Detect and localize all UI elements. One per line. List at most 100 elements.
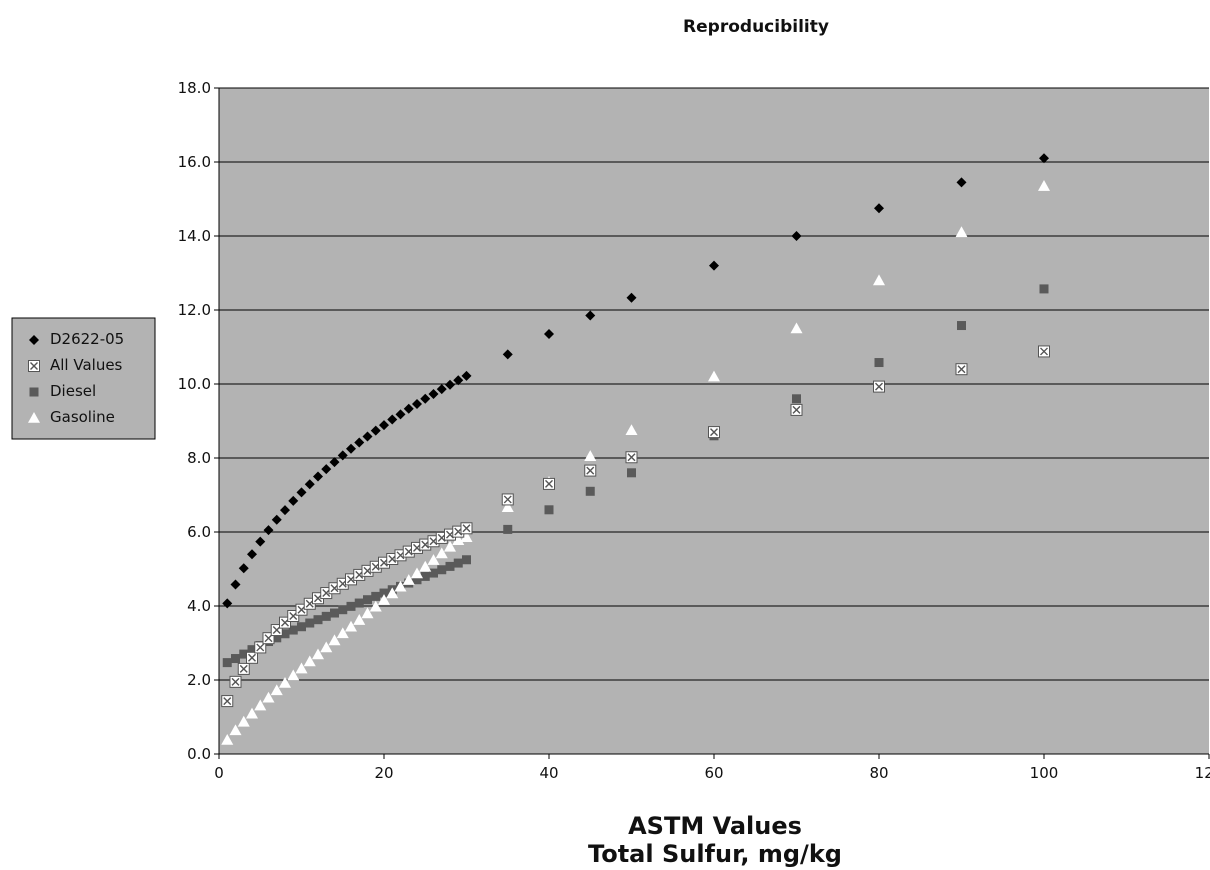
y-tick-label: 0.0 [187,745,211,763]
data-point-diesel [453,558,463,568]
y-tick-label: 14.0 [178,227,211,245]
data-point-gasoline [237,715,250,727]
data-point-diesel [280,629,290,639]
legend-marker-diesel [29,387,39,397]
data-point-gasoline [279,676,291,688]
data-point-diesel [231,654,240,664]
data-point-diesel [874,358,884,368]
x-tick-label: 80 [869,764,888,782]
data-point-gasoline [955,226,968,238]
data-point-d2622-05 [874,203,884,214]
data-point-all-values [543,477,555,490]
series-all-values [221,345,1050,708]
data-point-all-values [955,363,968,376]
data-point-d2622-05 [544,329,554,340]
data-point-gasoline [873,274,885,286]
data-point-all-values [237,662,250,675]
series-d2622-05 [222,153,1049,609]
legend-label-gasoline: Gasoline [50,408,115,426]
legend-label-d2622-05: D2622-05 [50,330,124,348]
data-point-d2622-05 [255,536,266,547]
data-point-diesel [363,595,372,605]
data-point-diesel [313,615,323,625]
data-point-gasoline [303,655,316,667]
data-point-all-values [501,493,514,506]
data-point-diesel [354,598,364,608]
data-point-d2622-05 [420,393,431,404]
data-point-gasoline [708,370,720,382]
data-point-d2622-05 [370,425,381,436]
legend-marker-d2622-05 [29,335,39,345]
data-point-all-values [221,695,234,708]
data-point-all-values [873,380,885,393]
data-point-d2622-05 [453,375,464,386]
data-point-gasoline [336,627,349,639]
data-point-all-values [254,641,267,654]
data-point-diesel [792,394,801,404]
data-point-d2622-05 [709,260,719,271]
x-axis-label-line2: Total Sulfur, mg/kg [588,840,842,868]
data-point-diesel [420,571,430,581]
data-point-diesel [288,625,298,635]
data-point-d2622-05 [956,177,967,188]
y-tick-label: 12.0 [178,301,211,319]
legend-label-diesel: Diesel [50,382,96,400]
data-point-diesel [371,591,381,601]
data-point-d2622-05 [271,514,282,525]
data-point-diesel [429,568,438,578]
data-point-diesel [379,588,389,598]
data-point-d2622-05 [313,471,323,482]
data-point-gasoline [270,684,283,696]
data-point-gasoline [262,691,275,703]
data-point-d2622-05 [280,505,290,516]
data-point-gasoline [386,587,399,599]
data-point-d2622-05 [626,292,637,303]
x-tick-label: 60 [704,764,723,782]
data-point-d2622-05 [387,414,398,425]
data-point-gasoline [452,534,465,545]
data-point-d2622-05 [296,487,307,498]
data-point-gasoline [378,594,390,605]
data-point-d2622-05 [1039,153,1049,164]
plot-area [219,88,1209,754]
data-point-diesel [412,575,422,585]
y-tick-label: 8.0 [187,449,211,467]
data-point-d2622-05 [379,420,389,431]
data-point-gasoline [353,614,366,625]
data-point-d2622-05 [321,464,332,475]
y-axis-ticks: 0.0 2.0 4.0 6.0 8.0 10.0 12.0 14.0 16.0 18.0 [178,79,219,763]
data-point-gasoline [246,707,258,719]
data-point-diesel [330,608,339,618]
data-point-diesel [437,565,447,575]
x-axis-label-line1: ASTM Values [628,812,802,840]
data-point-gasoline [460,531,473,542]
data-point-diesel [247,645,257,655]
data-point-gasoline [419,560,432,572]
data-point-d2622-05 [354,437,365,448]
data-point-gasoline [312,648,324,660]
data-point-diesel [338,605,348,615]
y-tick-label: 18.0 [178,79,211,97]
data-point-diesel [1039,284,1049,294]
data-point-diesel [503,524,513,534]
data-point-d2622-05 [230,579,241,590]
data-point-gasoline [345,620,357,632]
data-point-gasoline [501,501,514,513]
x-tick-label: 20 [374,764,393,782]
y-tick-label: 16.0 [178,153,211,171]
data-point-d2622-05 [263,525,274,536]
data-point-diesel [585,486,595,496]
data-point-gasoline [394,580,407,592]
chart-title: Reproducibility [683,17,829,37]
data-point-diesel [297,622,306,632]
data-point-diesel [957,321,966,331]
data-point-gasoline [328,634,341,646]
data-point-gasoline [1038,180,1050,191]
data-point-d2622-05 [337,450,348,461]
data-point-all-values [1038,345,1050,358]
data-point-d2622-05 [247,549,257,560]
data-point-diesel [445,561,455,571]
data-point-d2622-05 [436,384,447,395]
data-point-d2622-05 [428,388,439,399]
data-point-all-values [246,651,258,664]
